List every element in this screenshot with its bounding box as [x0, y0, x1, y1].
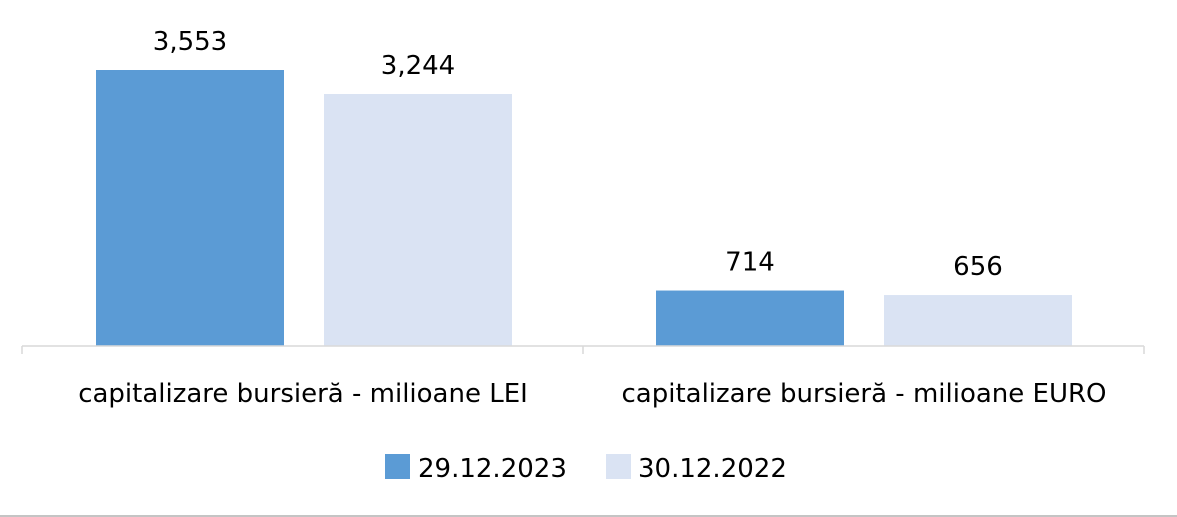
legend-label-series-1: 29.12.2023 — [418, 454, 567, 484]
category-label: capitalizare bursieră - milioane LEI — [78, 379, 528, 409]
bar-series-1-category-1 — [96, 70, 284, 346]
x-axis — [21, 345, 1145, 354]
data-label: 714 — [725, 248, 775, 278]
bar-series-2-category-2 — [884, 295, 1072, 346]
value-labels-group: 3,553 3,244 714 656 — [153, 27, 1003, 282]
legend-swatch-series-1 — [385, 454, 410, 479]
legend-swatch-series-2 — [606, 454, 631, 479]
legend: 29.12.2023 30.12.2022 — [385, 454, 787, 484]
bar-series-1-category-2 — [656, 290, 844, 346]
category-label: capitalizare bursieră - milioane EURO — [621, 379, 1106, 409]
legend-label-series-2: 30.12.2022 — [638, 454, 787, 484]
bar-series-2-category-1 — [324, 94, 512, 346]
data-label: 3,244 — [381, 51, 455, 81]
data-label: 656 — [953, 252, 1003, 282]
bars-group — [96, 70, 1072, 346]
data-label: 3,553 — [153, 27, 227, 57]
